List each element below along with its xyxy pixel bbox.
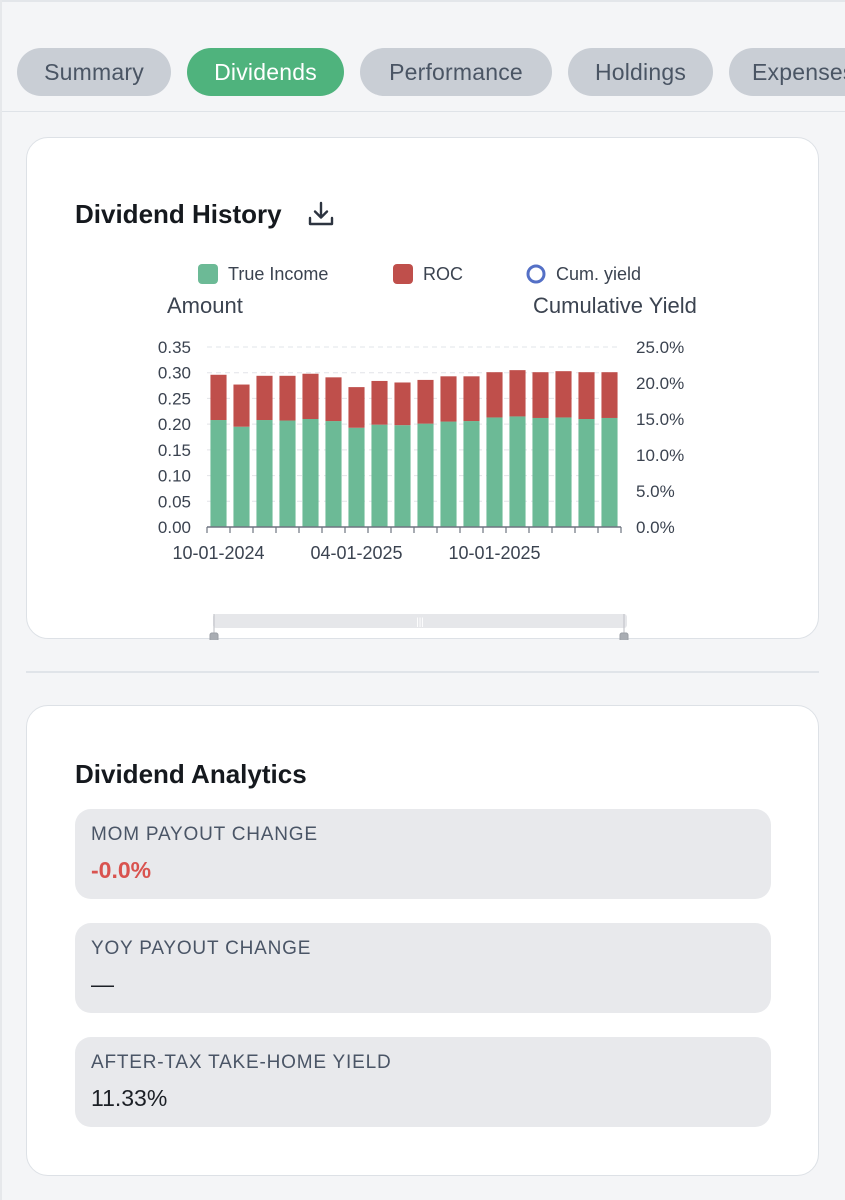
- bar-roc[interactable]: [256, 375, 273, 421]
- bar-true-income[interactable]: [325, 421, 342, 527]
- x-tick-label: 10-01-2025: [448, 543, 540, 563]
- bar-roc[interactable]: [601, 372, 618, 418]
- tab-performance[interactable]: Performance: [360, 48, 552, 96]
- metric-label: YOY PAYOUT CHANGE: [91, 938, 312, 959]
- bar-roc[interactable]: [509, 370, 526, 417]
- bar-true-income[interactable]: [555, 417, 572, 527]
- legend-roc[interactable]: ROC: [423, 264, 463, 284]
- bar-roc[interactable]: [210, 374, 227, 421]
- metric-label: MOM PAYOUT CHANGE: [91, 824, 318, 845]
- metric-value: 11.33%: [91, 1085, 168, 1111]
- bar-true-income[interactable]: [394, 425, 411, 527]
- y-tick-right: 20.0%: [636, 374, 684, 393]
- bar-roc[interactable]: [371, 380, 388, 425]
- dividend-analytics-card: Dividend Analytics MOM PAYOUT CHANGE -0.…: [26, 705, 819, 1176]
- legend-cum-yield[interactable]: Cum. yield: [556, 264, 641, 284]
- y-tick-left: 0.30: [158, 364, 191, 383]
- bar-roc[interactable]: [440, 376, 457, 422]
- y-tick-right: 10.0%: [636, 446, 684, 465]
- tab-dividends[interactable]: Dividends: [187, 48, 344, 96]
- tab-holdings[interactable]: Holdings: [568, 48, 713, 96]
- bar-true-income[interactable]: [371, 424, 388, 527]
- tab-bar: Summary Dividends Performance Holdings E…: [0, 0, 845, 112]
- zoom-slider-track[interactable]: [213, 614, 627, 628]
- legend-swatch-cum-yield[interactable]: [526, 264, 546, 284]
- legend-true-income[interactable]: True Income: [228, 264, 328, 284]
- y-axis-left-title: Amount: [167, 293, 243, 318]
- legend-swatch-roc[interactable]: [393, 264, 413, 284]
- bar-true-income[interactable]: [440, 421, 457, 527]
- bar-roc[interactable]: [417, 379, 434, 424]
- bar-true-income[interactable]: [256, 420, 273, 527]
- metric-label: AFTER-TAX TAKE-HOME YIELD: [91, 1052, 392, 1073]
- dividend-chart: True Income ROC Cum. yield Amount Cumula…: [158, 264, 697, 640]
- bar-true-income[interactable]: [509, 416, 526, 527]
- metric-after-tax-yield: AFTER-TAX TAKE-HOME YIELD 11.33%: [75, 1037, 771, 1127]
- dividend-history-title: Dividend History: [75, 199, 282, 229]
- bar-roc[interactable]: [394, 382, 411, 426]
- y-tick-left: 0.35: [158, 338, 191, 357]
- bar-roc[interactable]: [348, 387, 365, 428]
- zoom-handle-right[interactable]: [619, 632, 629, 640]
- y-tick-right: 5.0%: [636, 482, 675, 501]
- zoom-slider-grip-icon[interactable]: |||: [416, 617, 424, 628]
- metric-value: -0.0%: [91, 857, 152, 883]
- zoom-handle-left[interactable]: [209, 632, 219, 640]
- y-tick-left: 0.05: [158, 492, 191, 511]
- bar-roc[interactable]: [325, 377, 342, 422]
- bar-true-income[interactable]: [578, 419, 595, 527]
- bar-true-income[interactable]: [463, 421, 480, 527]
- bar-roc[interactable]: [555, 371, 572, 418]
- bar-true-income[interactable]: [210, 420, 227, 527]
- y-tick-right: 25.0%: [636, 338, 684, 357]
- tab-expenses[interactable]: Expenses: [729, 48, 845, 96]
- bar-true-income[interactable]: [486, 417, 503, 527]
- y-tick-right: 0.0%: [636, 518, 675, 537]
- bar-true-income[interactable]: [233, 426, 250, 527]
- y-tick-left: 0.15: [158, 441, 191, 460]
- bar-true-income[interactable]: [348, 427, 365, 527]
- bar-roc[interactable]: [279, 375, 296, 421]
- y-tick-left: 0.25: [158, 389, 191, 408]
- bar-roc[interactable]: [486, 372, 503, 418]
- metric-yoy-payout-change: YOY PAYOUT CHANGE —: [75, 923, 771, 1013]
- bar-true-income[interactable]: [302, 419, 319, 527]
- bar-true-income[interactable]: [532, 417, 549, 527]
- y-tick-right: 15.0%: [636, 410, 684, 429]
- dividend-analytics-title: Dividend Analytics: [75, 759, 307, 789]
- section-divider: [26, 671, 819, 673]
- x-tick-label: 04-01-2025: [310, 543, 402, 563]
- bar-roc[interactable]: [532, 372, 549, 418]
- bar-true-income[interactable]: [601, 417, 618, 527]
- tab-summary[interactable]: Summary: [17, 48, 171, 96]
- x-tick-label: 10-01-2024: [172, 543, 264, 563]
- legend-swatch-true-income[interactable]: [198, 264, 218, 284]
- y-tick-left: 0.00: [158, 518, 191, 537]
- metric-value: —: [91, 971, 114, 997]
- bar-true-income[interactable]: [417, 423, 434, 527]
- bar-roc[interactable]: [233, 384, 250, 427]
- bar-roc[interactable]: [463, 376, 480, 422]
- y-tick-left: 0.20: [158, 415, 191, 434]
- metric-mom-payout-change: MOM PAYOUT CHANGE -0.0%: [75, 809, 771, 899]
- bar-true-income[interactable]: [279, 420, 296, 527]
- y-axis-right-title: Cumulative Yield: [533, 293, 697, 318]
- dividend-history-card: Dividend History True Income ROC Cum. yi…: [26, 137, 819, 640]
- download-icon[interactable]: [306, 199, 336, 229]
- y-tick-left: 0.10: [158, 467, 191, 486]
- bar-roc[interactable]: [578, 372, 595, 419]
- bar-roc[interactable]: [302, 373, 319, 419]
